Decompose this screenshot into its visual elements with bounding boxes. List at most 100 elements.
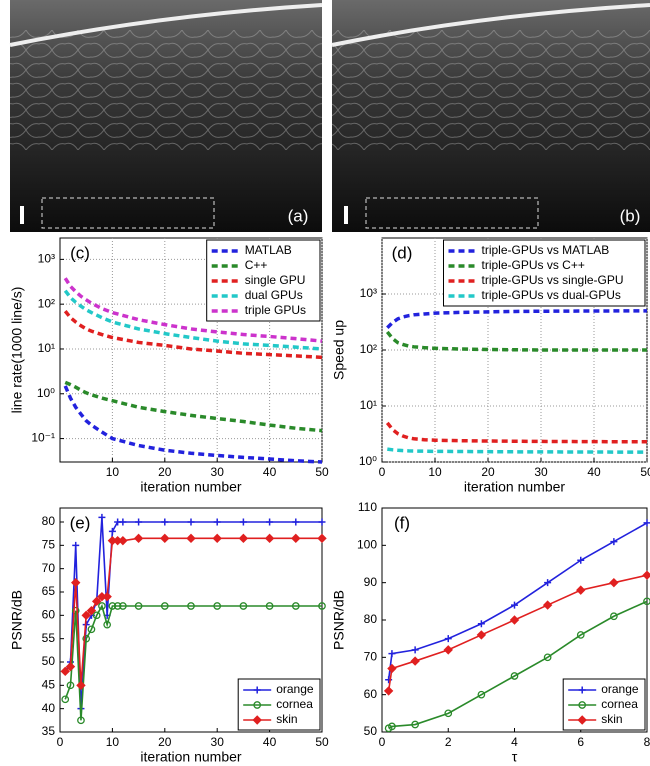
panel-label: (b) (620, 206, 641, 225)
marker (253, 686, 261, 694)
series-line (63, 289, 323, 351)
legend-label: orange (601, 682, 639, 696)
image-b: (b) (331, 0, 650, 232)
marker (71, 577, 81, 588)
marker (238, 533, 249, 544)
marker (160, 533, 170, 544)
x-axis-label: iteration number (140, 479, 242, 495)
x-tick-label: 0 (379, 465, 386, 479)
x-tick-label: 8 (644, 735, 650, 749)
x-tick-label: 40 (587, 465, 601, 479)
y-tick-label: 10¹ (360, 398, 377, 412)
marker (239, 602, 248, 610)
y-tick-label: 90 (364, 575, 378, 589)
chart: 0 10 20 30 40 50 35 40 45 50 55 60 65 70 75 80 (e) iterat… (9, 507, 329, 765)
marker (291, 602, 300, 610)
marker (186, 533, 196, 544)
marker (187, 602, 195, 610)
legend-label: triple-GPUs vs C++ (482, 258, 585, 272)
marker (81, 610, 91, 621)
marker (609, 577, 619, 588)
y-tick-label: 50 (364, 724, 378, 738)
y-tick-label: 40 (42, 701, 56, 715)
marker (98, 602, 106, 610)
marker (102, 591, 112, 602)
y-axis-label: PSNR/dB (9, 590, 25, 650)
marker (187, 518, 195, 526)
marker (212, 533, 222, 544)
marker (103, 620, 112, 629)
y-tick-label: 10² (360, 342, 377, 356)
marker (476, 630, 487, 640)
chart: 0 10 20 30 40 50 10⁰ 10¹ 10² 10³ (d) iteration numb… (331, 237, 650, 495)
legend-label: single GPU (245, 273, 306, 287)
y-tick-label: 10⁰ (359, 454, 377, 468)
marker (108, 602, 117, 610)
y-tick-label: 80 (42, 514, 56, 528)
marker (444, 635, 452, 643)
marker (87, 625, 96, 634)
marker (113, 602, 122, 610)
marker (266, 518, 274, 526)
y-tick-label: 60 (42, 608, 56, 622)
y-tick-label: 80 (364, 612, 378, 626)
marker (77, 716, 85, 725)
panel-label: (c) (70, 243, 90, 262)
marker (576, 585, 586, 595)
x-tick-label: 20 (481, 465, 495, 479)
marker (108, 527, 116, 535)
marker (292, 518, 300, 526)
legend-label: cornea (276, 697, 313, 711)
marker (291, 533, 301, 544)
panel-label: (d) (392, 243, 413, 262)
x-tick-label: 30 (211, 735, 225, 749)
series-line (387, 522, 648, 680)
y-tick-label: 60 (364, 687, 378, 701)
marker (239, 518, 247, 526)
legend-label: C++ (245, 258, 268, 272)
x-tick-label: 40 (263, 735, 277, 749)
x-tick-label: 10 (106, 735, 120, 749)
x-tick-label: 30 (211, 465, 225, 479)
marker (578, 686, 586, 694)
y-tick-label: 70 (364, 650, 378, 664)
x-tick-label: 20 (158, 735, 172, 749)
marker (610, 612, 618, 621)
legend-label: triple-GPUs vs single-GPU (482, 273, 624, 287)
marker (160, 602, 169, 610)
marker (265, 602, 274, 610)
marker (643, 597, 650, 606)
series-line (387, 574, 648, 692)
marker (76, 680, 86, 691)
x-tick-label: 6 (577, 735, 584, 749)
marker (387, 663, 397, 674)
image-a: (a) (9, 0, 323, 232)
marker (92, 611, 101, 620)
series-line (63, 277, 323, 343)
legend-label: cornea (601, 697, 638, 711)
chart: 10 20 30 40 50 10⁻¹ 10⁰ 10¹ 10² 10³ (c) iteration n… (9, 237, 329, 495)
marker (118, 535, 128, 546)
marker (577, 556, 585, 564)
marker (72, 541, 80, 549)
chart: 0 2 4 6 8 50 60 70 80 90 100 110 (f) τ PSNR/dB orangeco… (331, 500, 650, 765)
x-tick-label: 10 (106, 465, 120, 479)
y-tick-label: 10³ (360, 286, 377, 300)
y-tick-label: 10¹ (38, 341, 55, 355)
legend-label: orange (276, 682, 314, 696)
marker (509, 615, 520, 625)
marker (542, 600, 553, 610)
marker (60, 666, 70, 677)
marker (318, 602, 326, 610)
y-tick-label: 100 (357, 538, 377, 552)
marker (578, 701, 587, 709)
marker (388, 722, 396, 731)
marker (264, 533, 275, 544)
marker (98, 513, 106, 521)
series-line (64, 380, 323, 433)
y-tick-label: 110 (358, 500, 377, 514)
legend-label: triple-GPUs vs MATLAB (482, 243, 610, 257)
marker (133, 533, 144, 544)
legend-label: triple GPUs (245, 303, 306, 317)
